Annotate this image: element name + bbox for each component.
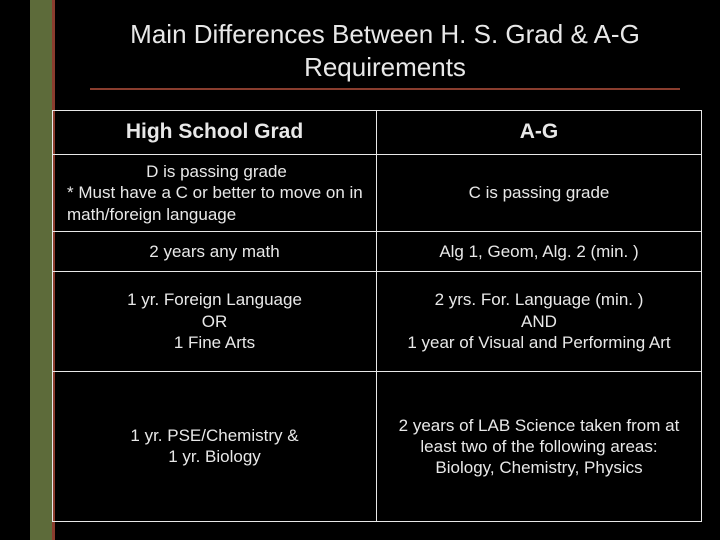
table-cell-right: Alg 1, Geom, Alg. 2 (min. ) [377, 232, 701, 271]
comparison-table: High School Grad A-G D is passing grade … [52, 110, 702, 522]
table-cell-left: 2 years any math [53, 232, 377, 271]
cell-line: 1 yr. Foreign Language [63, 289, 366, 310]
cell-line: 1 Fine Arts [63, 332, 366, 353]
table-row: 1 yr. Foreign Language OR 1 Fine Arts 2 … [53, 272, 701, 372]
cell-line: 1 yr. Biology [63, 446, 366, 467]
cell-line: 1 yr. PSE/Chemistry & [63, 425, 366, 446]
column-header-right: A-G [377, 111, 701, 154]
table-cell-right: 2 yrs. For. Language (min. ) AND 1 year … [377, 272, 701, 371]
table-cell-left: 1 yr. PSE/Chemistry & 1 yr. Biology [53, 372, 377, 521]
cell-line: AND [387, 311, 691, 332]
cell-line: Biology, Chemistry, Physics [387, 457, 691, 478]
cell-line: 2 years of LAB Science taken from at lea… [387, 415, 691, 458]
cell-line: 2 yrs. For. Language (min. ) [387, 289, 691, 310]
cell-line: C is passing grade [387, 182, 691, 203]
title-underline [90, 88, 680, 90]
table-cell-right: C is passing grade [377, 155, 701, 231]
table-header-row: High School Grad A-G [53, 111, 701, 155]
table-row: 2 years any math Alg 1, Geom, Alg. 2 (mi… [53, 232, 701, 272]
table-row: D is passing grade * Must have a C or be… [53, 155, 701, 232]
table-cell-left: 1 yr. Foreign Language OR 1 Fine Arts [53, 272, 377, 371]
column-header-left: High School Grad [53, 111, 377, 154]
cell-line: 2 years any math [63, 241, 366, 262]
cell-line: * Must have a C or better to move on in … [63, 182, 366, 225]
table-cell-left: D is passing grade * Must have a C or be… [53, 155, 377, 231]
cell-line: D is passing grade [63, 161, 366, 182]
table-cell-right: 2 years of LAB Science taken from at lea… [377, 372, 701, 521]
slide-title: Main Differences Between H. S. Grad & A-… [90, 18, 680, 83]
cell-line: 1 year of Visual and Performing Art [387, 332, 691, 353]
cell-line: Alg 1, Geom, Alg. 2 (min. ) [387, 241, 691, 262]
table-row: 1 yr. PSE/Chemistry & 1 yr. Biology 2 ye… [53, 372, 701, 521]
left-accent-band [30, 0, 52, 540]
cell-line: OR [63, 311, 366, 332]
